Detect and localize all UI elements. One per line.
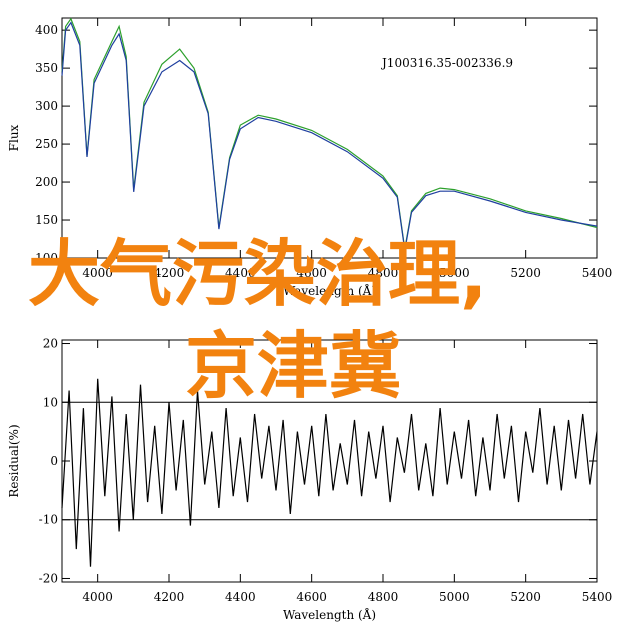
x-tick-label: 4600 bbox=[296, 266, 327, 280]
annotation: J100316.35-002336.9 bbox=[380, 56, 513, 70]
x-tick-label: 4600 bbox=[296, 590, 327, 604]
y-tick-label: 300 bbox=[35, 99, 58, 113]
y-tick-label: -20 bbox=[39, 571, 58, 585]
x-tick-label: 4400 bbox=[225, 590, 256, 604]
y-tick-label: 0 bbox=[50, 454, 58, 468]
x-tick-label: 4000 bbox=[82, 590, 113, 604]
x-axis-label: Wavelength (Å) bbox=[283, 607, 376, 622]
y-tick-label: 20 bbox=[43, 337, 58, 351]
x-tick-label: 5000 bbox=[439, 266, 470, 280]
overlay-text: 大气污染治理, bbox=[28, 232, 488, 316]
x-tick-label: 4800 bbox=[368, 590, 399, 604]
y-tick-label: 200 bbox=[35, 175, 58, 189]
x-tick-label: 5400 bbox=[582, 266, 613, 280]
y-tick-label: 350 bbox=[35, 61, 58, 75]
x-tick-label: 4400 bbox=[225, 266, 256, 280]
x-tick-label: 4800 bbox=[368, 266, 399, 280]
y-tick-label: 100 bbox=[35, 251, 58, 265]
y-tick-label: 10 bbox=[43, 395, 58, 409]
x-tick-label: 5000 bbox=[439, 590, 470, 604]
data-line bbox=[61, 378, 598, 567]
x-tick-label: 5200 bbox=[510, 266, 541, 280]
x-tick-label: 4200 bbox=[154, 266, 185, 280]
x-tick-label: 4200 bbox=[154, 590, 185, 604]
data-line bbox=[61, 21, 598, 251]
x-tick-label: 5200 bbox=[510, 590, 541, 604]
y-axis-label: Residual(%) bbox=[7, 424, 21, 497]
x-axis-label: Wavelength (Å) bbox=[283, 283, 376, 298]
y-tick-label: 150 bbox=[35, 213, 58, 227]
y-tick-label: 250 bbox=[35, 137, 58, 151]
y-tick-label: 400 bbox=[35, 23, 58, 37]
plot-frame bbox=[61, 17, 598, 259]
y-tick-label: -10 bbox=[39, 513, 58, 527]
data-line bbox=[61, 17, 598, 250]
x-tick-label: 4000 bbox=[82, 266, 113, 280]
x-tick-label: 5400 bbox=[582, 590, 613, 604]
y-axis-label: Flux bbox=[7, 124, 21, 151]
overlay-text: 京津冀 bbox=[185, 324, 402, 408]
